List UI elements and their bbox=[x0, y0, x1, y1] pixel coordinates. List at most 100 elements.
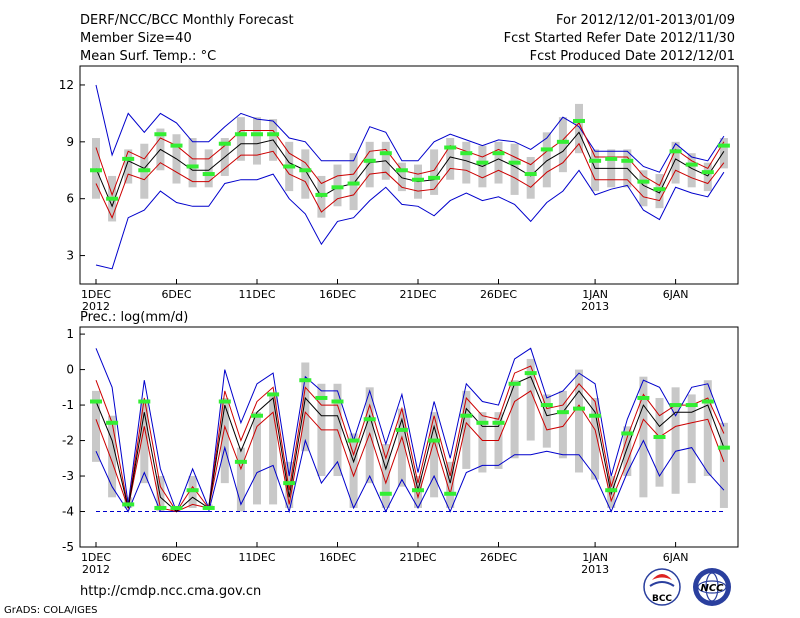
prec-median-mark bbox=[106, 420, 119, 425]
prec-median-mark bbox=[556, 410, 569, 415]
prec-xtick-label: 6JAN bbox=[663, 551, 689, 564]
prec-median-mark bbox=[379, 491, 392, 496]
bcc-logo-text: BCC bbox=[652, 594, 672, 604]
temp-xtick-label: 21DEC bbox=[399, 288, 436, 301]
fcst-produced-date: Fcst Produced Date 2012/12/01 bbox=[530, 49, 735, 64]
prec-ensemble-box bbox=[156, 476, 165, 512]
prec-median-mark bbox=[412, 488, 424, 493]
ncc-logo-text: NCC bbox=[700, 583, 724, 594]
prec-ensemble-box bbox=[510, 380, 519, 459]
prec-median-mark bbox=[138, 399, 151, 404]
temp-median-mark bbox=[122, 156, 135, 161]
temp-xtick-label: 26DEC bbox=[480, 288, 517, 301]
prec-median-mark bbox=[122, 502, 135, 507]
prec-median-mark bbox=[267, 392, 280, 397]
prec-ensemble-box bbox=[108, 415, 117, 498]
prec-median-mark bbox=[701, 399, 714, 404]
prec-median-mark bbox=[315, 395, 328, 400]
prec-ensemble-box bbox=[462, 390, 471, 469]
prec-median-mark bbox=[524, 371, 537, 376]
temp-median-mark bbox=[524, 172, 537, 177]
temp-upper-line bbox=[95, 122, 725, 197]
prec-median-mark bbox=[202, 505, 215, 510]
temp-median-mark bbox=[363, 158, 376, 163]
temp-ensemble-box bbox=[204, 149, 213, 188]
temp-median-mark bbox=[701, 170, 714, 175]
prec-median-mark bbox=[685, 403, 698, 408]
precipitation-panel-title: Prec.: log(mm/d) bbox=[80, 310, 188, 325]
prec-ytick-label: -5 bbox=[62, 540, 74, 554]
prec-ytick-label: 1 bbox=[66, 327, 74, 341]
temp-median-mark bbox=[476, 160, 489, 165]
prec-ensemble-box bbox=[478, 412, 487, 473]
prec-ensemble-box bbox=[140, 401, 149, 484]
prec-median-mark bbox=[299, 378, 312, 383]
prec-ensemble-box bbox=[526, 358, 535, 441]
temp-ensemble-box bbox=[253, 117, 261, 165]
prec-ensemble-box bbox=[220, 397, 229, 484]
temp-median-mark bbox=[331, 185, 344, 190]
prec-median-mark bbox=[573, 406, 585, 411]
prec-median-mark bbox=[637, 395, 650, 400]
temp-ensemble-box bbox=[687, 153, 696, 188]
prec-median-mark bbox=[653, 435, 666, 439]
prec-lower-line bbox=[95, 390, 725, 513]
temp-ytick-label: 12 bbox=[59, 78, 74, 92]
prec-ensemble-box bbox=[575, 369, 583, 473]
temp-ytick-label: 9 bbox=[66, 135, 74, 149]
temp-ensemble-box bbox=[236, 117, 245, 161]
temp-ensemble-box bbox=[542, 132, 551, 188]
temp-ensemble-box bbox=[510, 143, 519, 195]
prec-median-mark bbox=[508, 381, 521, 386]
prec-median-mark bbox=[154, 505, 167, 510]
prec-median-mark bbox=[170, 505, 183, 510]
temp-ensemble-box bbox=[639, 170, 648, 207]
temp-median-mark bbox=[556, 139, 569, 144]
prec-ytick-label: -1 bbox=[62, 398, 74, 412]
forecast-period: For 2012/12/01-2013/01/09 bbox=[556, 13, 735, 28]
temp-xtick-label: 1JAN bbox=[582, 288, 608, 301]
temperature-panel-frame bbox=[79, 65, 739, 285]
temp-median-mark bbox=[508, 160, 521, 165]
prec-median-mark bbox=[444, 491, 457, 496]
temp-min-line bbox=[95, 169, 725, 270]
prec-xtick-label: 21DEC bbox=[399, 551, 436, 564]
prec-ensemble-box bbox=[446, 461, 455, 508]
temp-median-mark bbox=[621, 158, 634, 163]
temp-ensemble-box bbox=[430, 149, 439, 195]
prec-xtick-year: 2012 bbox=[82, 563, 110, 576]
prec-max-line bbox=[95, 347, 725, 513]
prec-median-mark bbox=[605, 488, 618, 493]
prec-xtick-label: 1DEC bbox=[81, 551, 111, 564]
footer-url[interactable]: http://cmdp.ncc.cma.gov.cn bbox=[80, 584, 261, 599]
temp-median-mark bbox=[251, 132, 263, 137]
prec-ensemble-box bbox=[365, 387, 374, 484]
temp-median-mark bbox=[154, 132, 167, 137]
temp-ensemble-box bbox=[188, 138, 197, 188]
temp-ensemble-box bbox=[575, 103, 583, 154]
prec-ensemble-box bbox=[381, 444, 390, 508]
temp-median-mark bbox=[395, 168, 408, 173]
prec-ytick-label: -2 bbox=[62, 434, 74, 448]
prec-median-mark bbox=[395, 427, 408, 432]
temp-median-mark bbox=[283, 164, 296, 169]
prec-median-mark bbox=[669, 403, 682, 408]
prec-xtick-label: 16DEC bbox=[319, 551, 356, 564]
ncc-logo: NCC bbox=[693, 568, 731, 606]
prec-median-mark bbox=[428, 438, 441, 443]
temp-xtick-label: 16DEC bbox=[319, 288, 356, 301]
bcc-logo: BCC bbox=[643, 568, 681, 606]
temp-median-mark bbox=[138, 168, 151, 173]
prec-median-mark bbox=[90, 399, 102, 404]
prec-xtick-label: 6DEC bbox=[161, 551, 191, 564]
bcc-logo-swirl-icon bbox=[652, 574, 672, 580]
temp-ensemble-box bbox=[703, 162, 712, 192]
prec-ensemble-box bbox=[655, 397, 664, 487]
prec-ytick-label: -4 bbox=[62, 505, 74, 519]
temp-median-mark bbox=[299, 168, 312, 173]
temp-median-mark bbox=[460, 151, 473, 156]
variable-label: Mean Surf. Temp.: °C bbox=[80, 49, 216, 64]
temp-median-mark bbox=[605, 156, 618, 161]
prec-ensemble-box bbox=[349, 433, 358, 508]
